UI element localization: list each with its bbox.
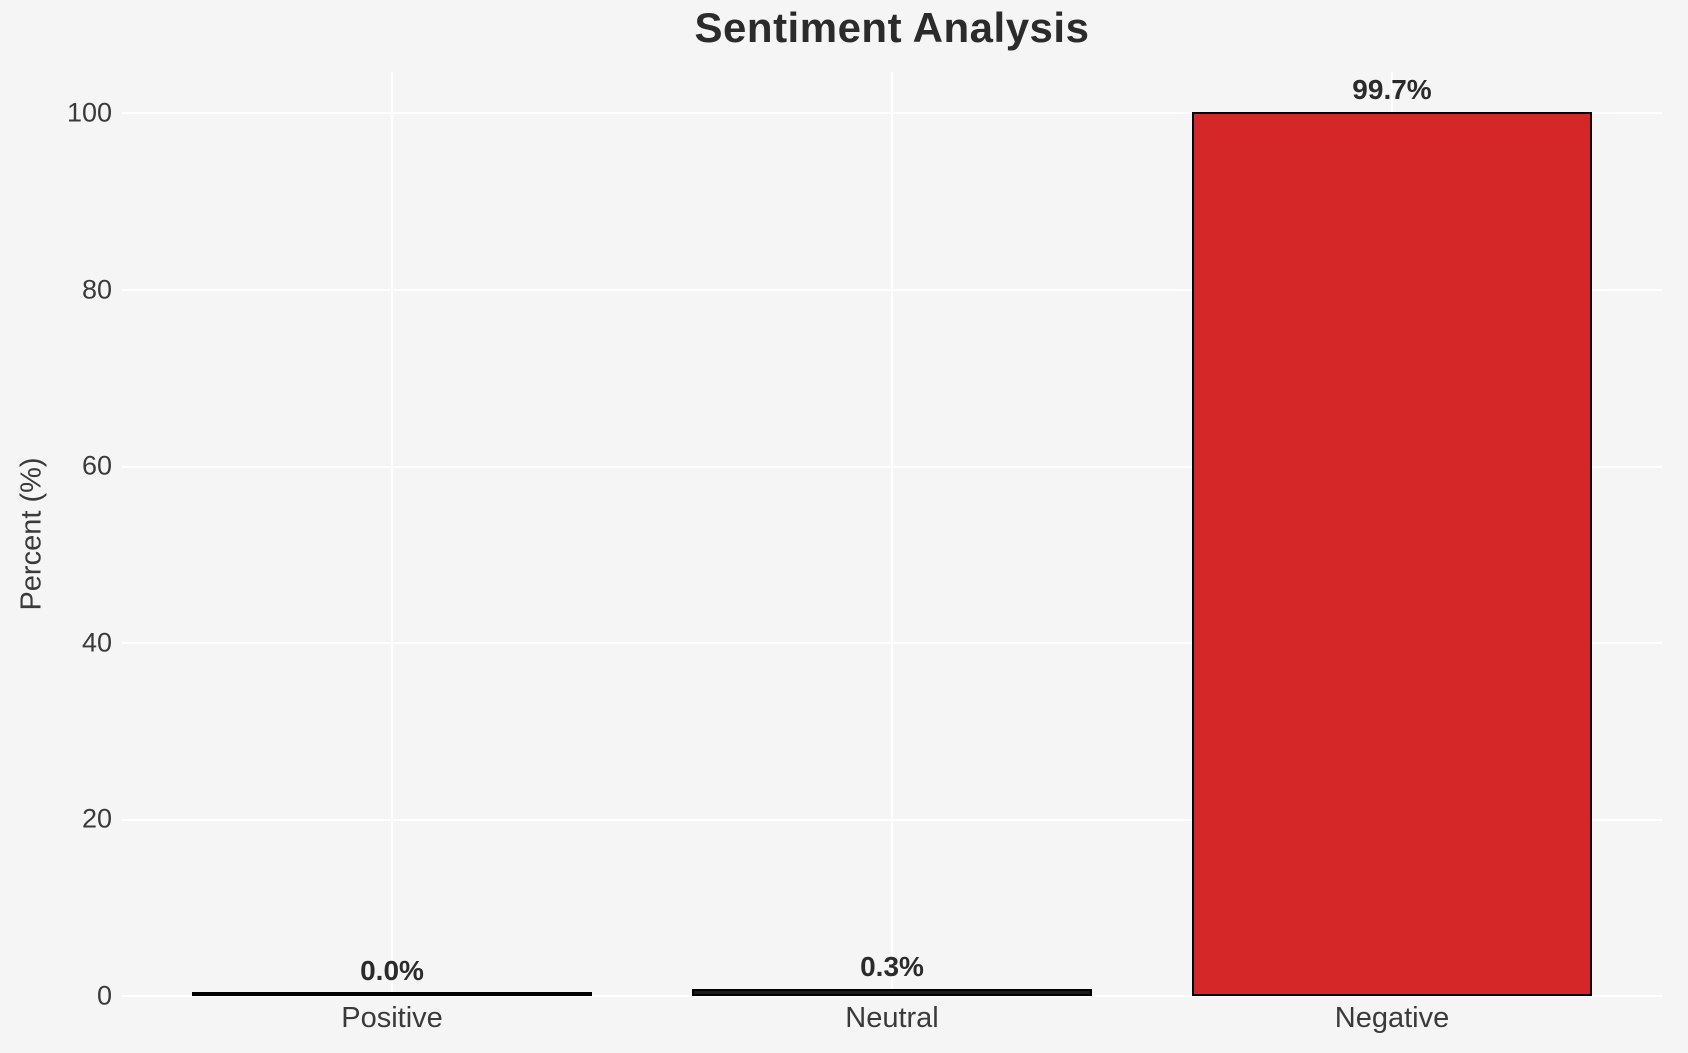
x-tick-label-negative: Negative: [1334, 1002, 1450, 1034]
chart-title: Sentiment Analysis: [694, 4, 1090, 51]
v-gridline-neutral: [891, 72, 893, 996]
v-gridline-positive: [391, 72, 393, 996]
y-tick-label-20: 20: [81, 803, 112, 834]
bar-value-label-negative: 99.7%: [1352, 74, 1432, 105]
h-gridline-0: [122, 995, 1662, 997]
y-tick-label-80: 80: [81, 274, 112, 305]
plot-area: 0.0% 0.3% 99.7%: [122, 72, 1662, 997]
bar-positive: [192, 992, 592, 996]
bar-value-label-neutral: 0.3%: [860, 951, 924, 982]
bar-negative: [1192, 112, 1592, 996]
x-tick-label-positive: Positive: [341, 1002, 443, 1034]
x-tick-label-neutral: Neutral: [845, 1002, 939, 1034]
y-axis-label: Percent (%): [15, 457, 48, 611]
bar-neutral: [692, 989, 1092, 996]
y-tick-label-40: 40: [81, 627, 112, 658]
y-tick-label-0: 0: [96, 980, 112, 1011]
y-tick-label-60: 60: [81, 450, 112, 481]
bar-value-label-positive: 0.0%: [360, 955, 424, 986]
y-tick-label-100: 100: [66, 97, 112, 128]
